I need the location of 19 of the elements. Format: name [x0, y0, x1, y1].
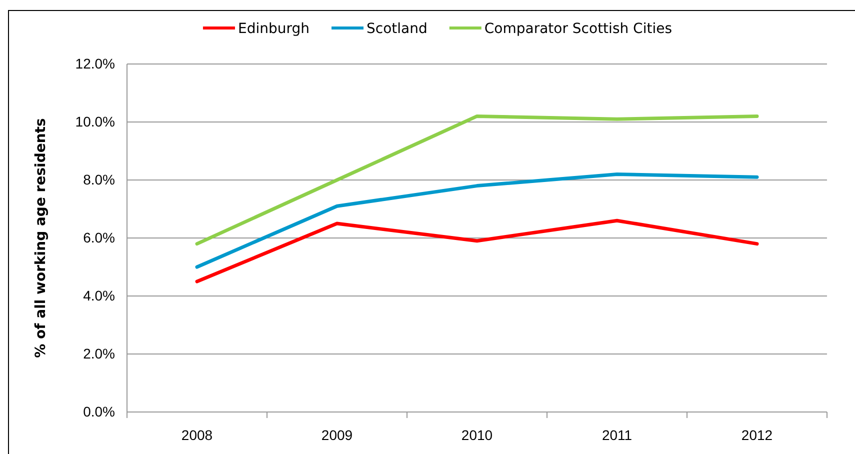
line-series [195, 172, 759, 269]
y-axis-title: % of all working age residents [33, 118, 49, 358]
line-series [195, 114, 759, 246]
y-tick-label: 4.0% [83, 287, 115, 304]
legend-label: Comparator Scottish Cities [484, 21, 672, 37]
x-tick-label: 2011 [602, 426, 632, 443]
y-tick-label: 12.0% [75, 55, 115, 72]
y-tick-label: 10.0% [75, 113, 115, 130]
line-series [195, 218, 759, 284]
x-tick-label: 2009 [321, 426, 353, 443]
x-tick-label: 2008 [181, 426, 213, 443]
y-tick-label: 8.0% [83, 171, 115, 188]
y-tick-label: 2.0% [83, 345, 115, 362]
x-tick-label: 2012 [741, 426, 773, 443]
legend-label: Edinburgh [238, 21, 310, 37]
y-tick-label: 0.0% [83, 403, 115, 420]
legend-label: Scotland [366, 21, 428, 37]
x-tick-label: 2010 [461, 426, 493, 443]
y-tick-label: 6.0% [83, 229, 115, 246]
